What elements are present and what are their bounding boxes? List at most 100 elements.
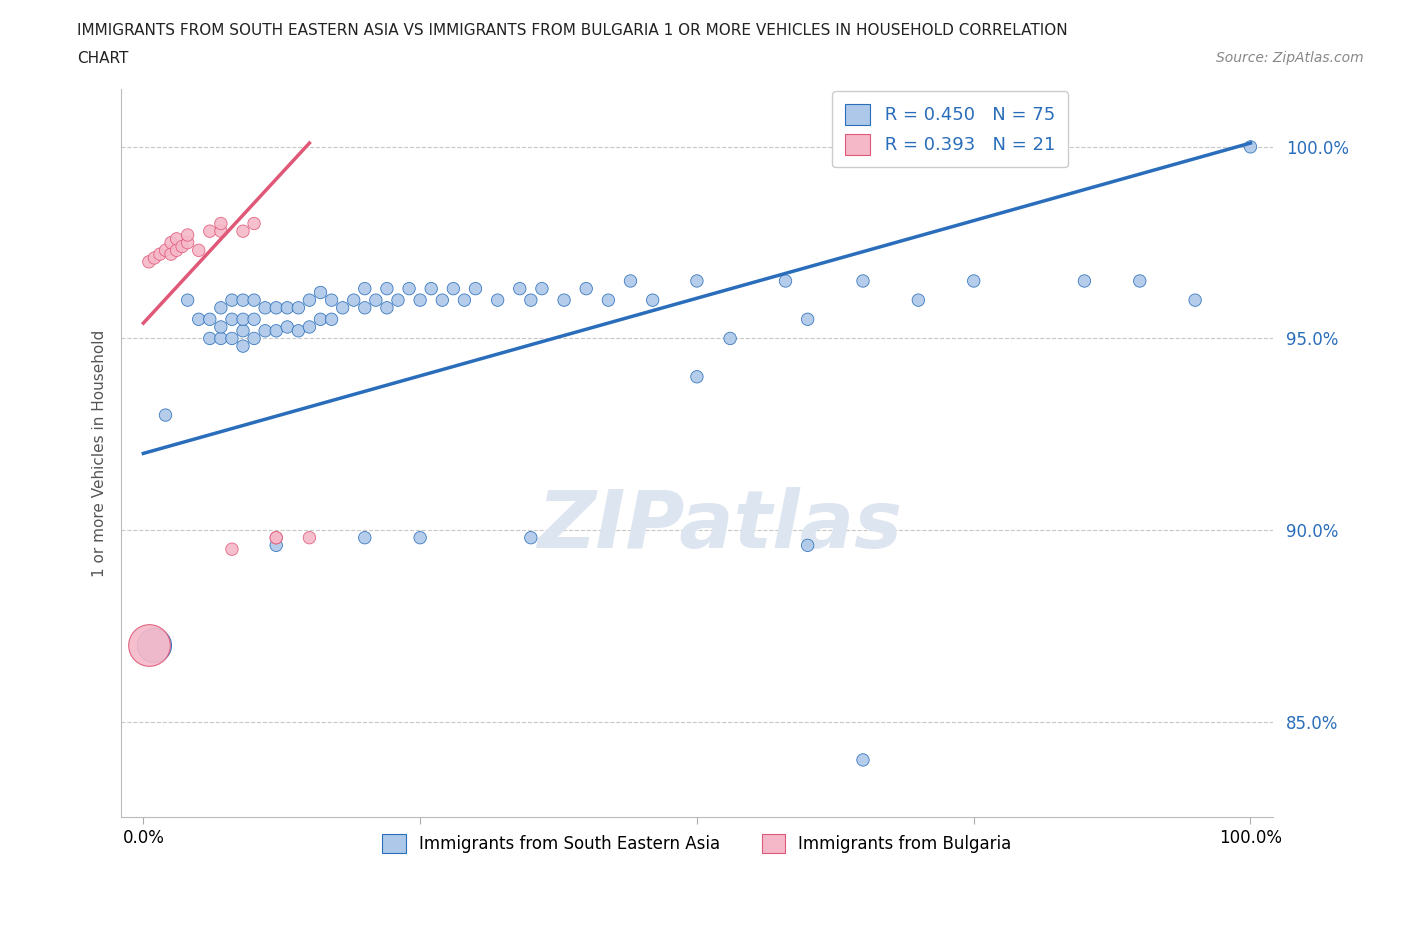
Text: IMMIGRANTS FROM SOUTH EASTERN ASIA VS IMMIGRANTS FROM BULGARIA 1 OR MORE VEHICLE: IMMIGRANTS FROM SOUTH EASTERN ASIA VS IM… [77, 23, 1069, 38]
Point [1239, 140, 1261, 154]
Point [187, 312, 209, 326]
Point [332, 300, 354, 315]
Point [264, 300, 287, 315]
Point [464, 281, 486, 296]
Point [387, 293, 409, 308]
Point [520, 530, 543, 545]
Point [243, 216, 266, 231]
Point [198, 331, 221, 346]
Point [143, 250, 166, 265]
Point [138, 638, 160, 653]
Point [198, 224, 221, 239]
Point [264, 530, 287, 545]
Point [232, 312, 254, 326]
Point [264, 324, 287, 339]
Point [298, 293, 321, 308]
Point [321, 293, 343, 308]
Point [243, 293, 266, 308]
Point [686, 369, 709, 384]
Point [353, 281, 375, 296]
Point [309, 285, 332, 299]
Point [420, 281, 443, 296]
Point [1073, 273, 1095, 288]
Point [149, 246, 172, 261]
Point [276, 300, 298, 315]
Text: Source: ZipAtlas.com: Source: ZipAtlas.com [1216, 51, 1364, 65]
Point [209, 320, 232, 335]
Point [143, 638, 166, 653]
Point [254, 324, 277, 339]
Point [221, 312, 243, 326]
Point [509, 281, 531, 296]
Point [432, 293, 454, 308]
Y-axis label: 1 or more Vehicles in Household: 1 or more Vehicles in Household [93, 330, 107, 577]
Point [221, 542, 243, 557]
Point [796, 312, 818, 326]
Point [198, 312, 221, 326]
Point [453, 293, 475, 308]
Point [166, 232, 188, 246]
Point [852, 752, 875, 767]
Point [172, 239, 194, 254]
Point [138, 255, 160, 270]
Point [963, 273, 986, 288]
Point [309, 312, 332, 326]
Text: CHART: CHART [77, 51, 129, 66]
Point [353, 530, 375, 545]
Point [243, 312, 266, 326]
Point [176, 293, 198, 308]
Point [641, 293, 664, 308]
Point [441, 281, 464, 296]
Point [520, 293, 543, 308]
Point [486, 293, 509, 308]
Point [264, 530, 287, 545]
Point [364, 293, 387, 308]
Point [775, 273, 797, 288]
Point [209, 331, 232, 346]
Point [176, 228, 198, 243]
Point [409, 530, 432, 545]
Point [321, 312, 343, 326]
Point [276, 320, 298, 335]
Point [221, 331, 243, 346]
Point [160, 246, 183, 261]
Point [287, 300, 309, 315]
Point [530, 281, 553, 296]
Legend: Immigrants from South Eastern Asia, Immigrants from Bulgaria: Immigrants from South Eastern Asia, Immi… [375, 828, 1018, 860]
Point [353, 300, 375, 315]
Point [232, 293, 254, 308]
Point [187, 243, 209, 258]
Point [155, 407, 177, 422]
Point [796, 538, 818, 552]
Point [686, 273, 709, 288]
Point [221, 293, 243, 308]
Point [287, 324, 309, 339]
Point [243, 331, 266, 346]
Point [176, 235, 198, 250]
Point [907, 293, 929, 308]
Point [209, 216, 232, 231]
Point [155, 243, 177, 258]
Point [575, 281, 598, 296]
Point [343, 293, 366, 308]
Point [1184, 293, 1206, 308]
Point [264, 538, 287, 552]
Point [718, 331, 741, 346]
Point [166, 243, 188, 258]
Point [553, 293, 575, 308]
Point [298, 320, 321, 335]
Point [232, 339, 254, 353]
Point [409, 293, 432, 308]
Point [375, 300, 398, 315]
Point [398, 281, 420, 296]
Point [232, 324, 254, 339]
Point [209, 224, 232, 239]
Point [254, 300, 277, 315]
Point [298, 530, 321, 545]
Point [598, 293, 620, 308]
Point [232, 224, 254, 239]
Point [1129, 273, 1152, 288]
Text: ZIPatlas: ZIPatlas [537, 487, 903, 565]
Point [852, 273, 875, 288]
Point [375, 281, 398, 296]
